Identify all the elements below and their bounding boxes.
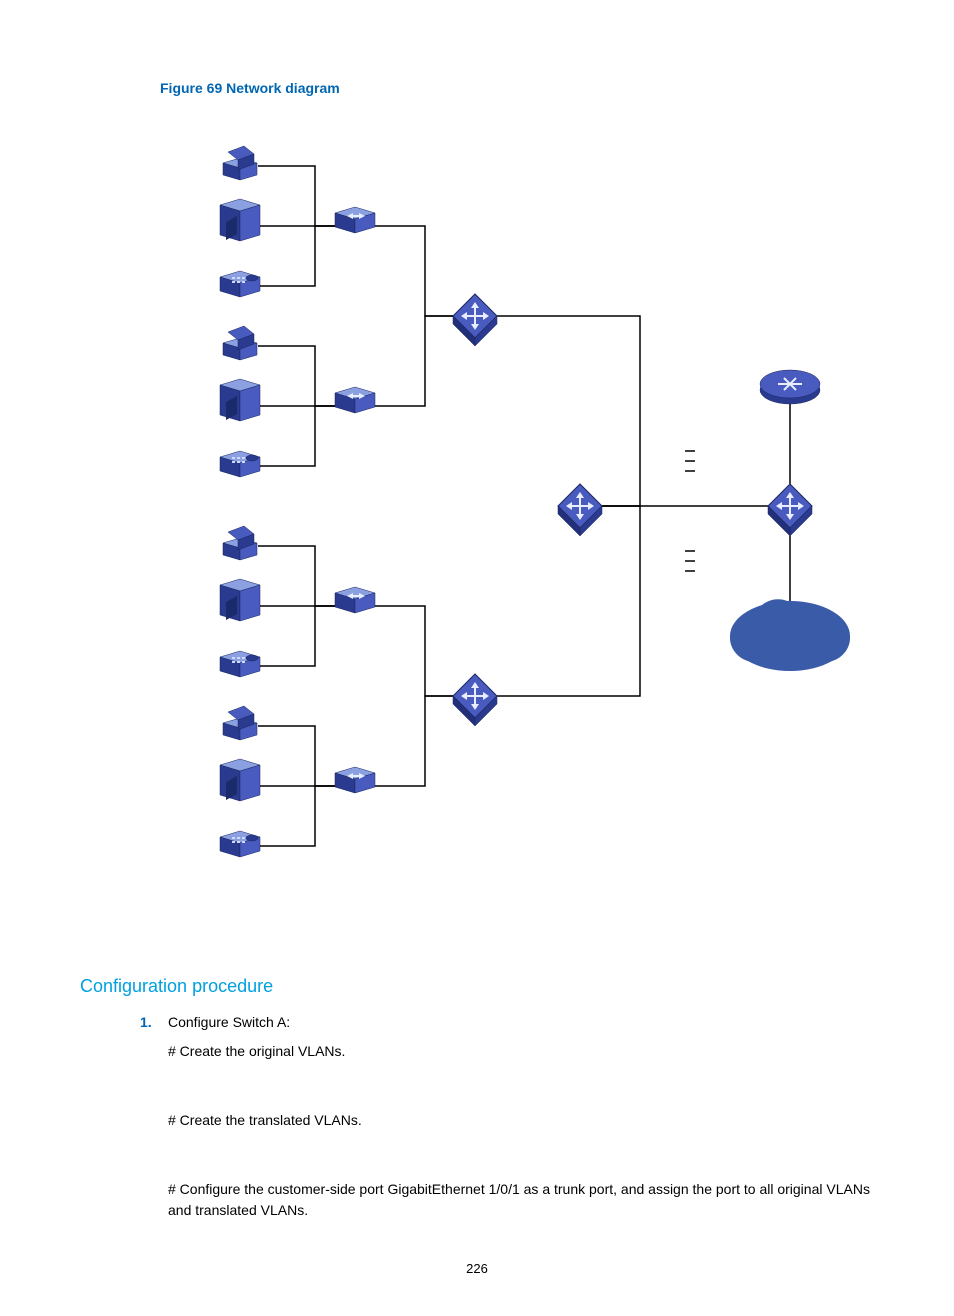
switch-icon [453, 674, 497, 726]
hub-icon [335, 767, 375, 793]
body-line-3: # Configure the customer-side port Gigab… [168, 1179, 874, 1221]
hub-icon [335, 587, 375, 613]
network-diagram [180, 116, 880, 946]
figure-caption: Figure 69 Network diagram [160, 80, 874, 96]
gap-2 [80, 1131, 874, 1173]
phone-icon [220, 831, 260, 857]
pc-icon [223, 526, 257, 560]
phone-icon [220, 271, 260, 297]
switch-icon [558, 484, 602, 536]
step-1: 1. Configure Switch A: [140, 1012, 874, 1033]
switch-icon [768, 484, 812, 536]
section-title-configuration: Configuration procedure [80, 976, 874, 997]
phone-icon [220, 451, 260, 477]
crt-icon [220, 379, 260, 421]
crt-icon [220, 199, 260, 241]
crt-icon [220, 759, 260, 801]
body-line-1: # Create the original VLANs. [168, 1041, 874, 1062]
pc-icon [223, 706, 257, 740]
pc-icon [223, 146, 257, 180]
hub-icon [335, 207, 375, 233]
step-1-number: 1. [140, 1014, 168, 1030]
phone-icon [220, 651, 260, 677]
page-number: 226 [80, 1261, 874, 1276]
pc-icon [223, 326, 257, 360]
core-switch-icon [760, 370, 820, 404]
step-1-text: Configure Switch A: [168, 1012, 290, 1033]
switch-icon [453, 294, 497, 346]
body-line-2: # Create the translated VLANs. [168, 1110, 874, 1131]
crt-icon [220, 579, 260, 621]
hub-icon [335, 387, 375, 413]
cloud-icon [730, 599, 850, 671]
gap-1 [80, 1062, 874, 1104]
